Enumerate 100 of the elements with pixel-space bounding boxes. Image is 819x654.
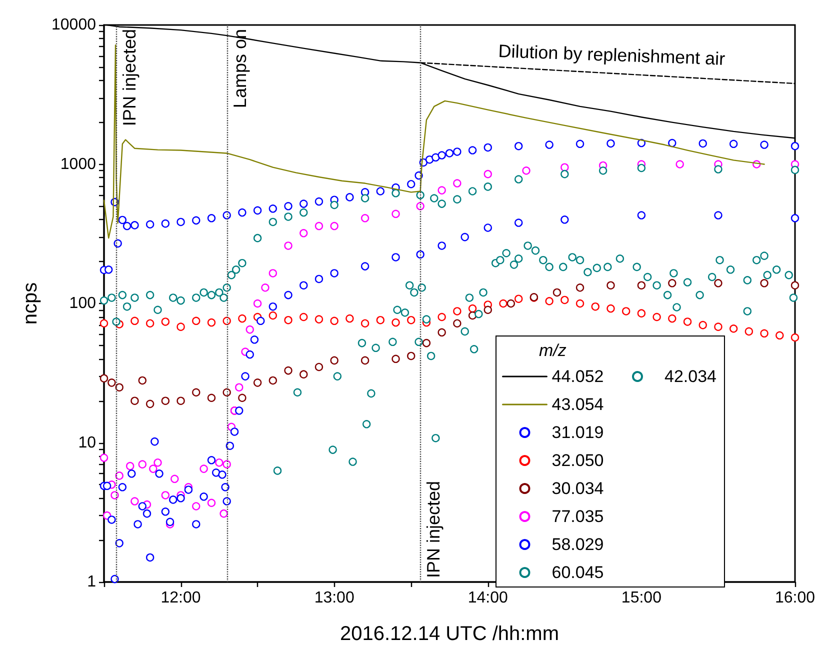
point — [432, 153, 440, 162]
point — [330, 269, 338, 278]
point — [110, 574, 119, 584]
point — [134, 520, 142, 528]
point — [637, 281, 646, 290]
point — [100, 319, 108, 328]
point — [346, 193, 354, 202]
point — [169, 496, 178, 504]
point — [220, 509, 228, 518]
point — [545, 140, 554, 149]
point — [539, 256, 548, 264]
point — [333, 372, 342, 380]
point — [372, 344, 380, 352]
point — [300, 312, 308, 322]
x-tick-label: 15:00 — [621, 590, 662, 606]
point — [468, 304, 477, 313]
point — [268, 218, 278, 226]
point — [367, 389, 376, 398]
point — [238, 208, 246, 217]
point — [726, 266, 735, 274]
point — [221, 483, 230, 492]
point — [714, 279, 722, 288]
point — [114, 239, 122, 248]
point — [405, 281, 414, 290]
point — [453, 179, 462, 188]
point — [438, 186, 446, 194]
point — [479, 288, 488, 297]
point — [200, 464, 208, 473]
y-tick-label: 10 — [78, 434, 96, 452]
point — [146, 400, 154, 408]
point — [598, 166, 608, 175]
point — [138, 502, 146, 510]
legend-label: 32.050 — [552, 451, 604, 470]
point — [422, 315, 431, 324]
point — [235, 383, 244, 392]
point — [314, 222, 324, 230]
point — [176, 296, 185, 305]
point — [604, 262, 612, 272]
point — [268, 376, 278, 385]
point — [714, 165, 722, 174]
point — [470, 345, 478, 354]
point — [789, 294, 798, 302]
point — [130, 316, 139, 325]
point — [246, 325, 254, 334]
point — [300, 208, 308, 217]
point — [744, 327, 754, 336]
point — [637, 309, 646, 318]
point — [220, 294, 228, 302]
point — [468, 146, 477, 154]
point — [154, 458, 162, 467]
point — [522, 166, 530, 175]
point — [126, 462, 134, 470]
point — [484, 182, 492, 191]
point — [637, 164, 646, 172]
point — [170, 474, 179, 484]
point — [360, 356, 370, 365]
point — [670, 269, 678, 278]
point — [560, 296, 569, 304]
point — [576, 140, 584, 148]
y-tick-label: 10000 — [52, 16, 96, 34]
point — [207, 498, 216, 507]
point — [559, 262, 568, 272]
point — [438, 328, 446, 337]
point — [506, 299, 516, 308]
point — [606, 304, 615, 313]
point — [752, 256, 761, 264]
point — [606, 139, 615, 148]
point — [154, 306, 162, 314]
point — [300, 229, 308, 238]
point — [668, 279, 676, 288]
point — [150, 437, 159, 446]
point — [714, 322, 722, 331]
y-tick-label: 1000 — [60, 156, 96, 173]
point — [716, 256, 724, 264]
point — [115, 539, 124, 548]
point — [416, 191, 424, 200]
point — [790, 333, 800, 342]
point — [314, 362, 324, 372]
point — [314, 274, 324, 284]
x-axis-title: 2016.12.14 UTC /hh:mm — [340, 623, 559, 645]
point — [407, 316, 416, 324]
point — [760, 329, 768, 338]
point — [418, 284, 426, 292]
point — [388, 338, 397, 346]
point — [438, 151, 446, 160]
point — [250, 336, 259, 344]
point — [212, 468, 220, 477]
point — [207, 318, 216, 327]
x-tick-label: 12:00 — [160, 590, 201, 606]
point — [192, 294, 200, 302]
point — [790, 281, 800, 290]
point — [560, 163, 569, 172]
point — [591, 302, 600, 311]
point — [314, 315, 324, 324]
point — [622, 307, 630, 316]
point — [772, 266, 781, 274]
point — [576, 256, 584, 264]
point — [108, 378, 116, 387]
point — [416, 250, 424, 259]
point — [238, 259, 246, 268]
